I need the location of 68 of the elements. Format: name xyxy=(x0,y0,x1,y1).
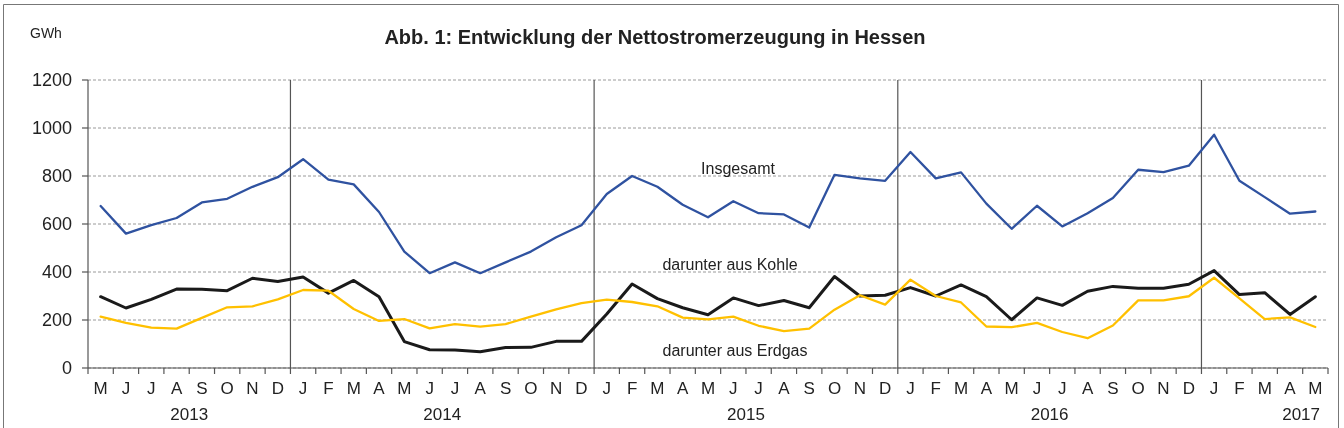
x-tick-label: A xyxy=(778,379,791,398)
x-tick-label: M xyxy=(953,379,969,398)
x-tick-label: N xyxy=(1157,379,1170,398)
x-tick-label: O xyxy=(524,379,538,398)
line-series xyxy=(99,133,1317,275)
x-tick-label: M xyxy=(700,379,716,398)
x-tick-label: M xyxy=(346,379,361,398)
x-tick-label: M xyxy=(93,379,108,398)
x-tick-label: A xyxy=(170,379,183,398)
y-tick-label: 1000 xyxy=(31,118,72,139)
x-tick-label: S xyxy=(196,379,208,398)
y-tick-label: 400 xyxy=(41,262,72,283)
text: 2013 xyxy=(170,405,209,424)
x-tick-label: A xyxy=(677,379,690,398)
y-axis-title: GWh xyxy=(30,25,62,41)
x-tick-label: J xyxy=(1209,379,1219,398)
x-tick-label: A xyxy=(1284,379,1297,398)
x-tick-label: A xyxy=(474,379,487,398)
text: Insgesamt xyxy=(701,159,776,177)
x-tick-label: D xyxy=(879,379,892,398)
x-tick-label: S xyxy=(499,379,512,398)
x-tick-label: F xyxy=(930,379,941,398)
x-tick-label: J xyxy=(1058,379,1067,398)
x-tick-label: J xyxy=(147,379,156,398)
x-tick-label: S xyxy=(803,379,815,398)
x-tick-label: J xyxy=(298,379,308,398)
x-tick-label: O xyxy=(1131,379,1145,398)
text: 2016 xyxy=(1030,405,1069,424)
x-tick-label: J xyxy=(754,379,763,398)
y-tick-label: 200 xyxy=(41,310,72,331)
x-tick-label: M xyxy=(1257,379,1272,398)
x-tick-label: M xyxy=(1308,379,1323,398)
x-tick-label: D xyxy=(271,379,284,398)
x-tick-label: M xyxy=(650,379,665,398)
x-tick-label: S xyxy=(1107,379,1119,398)
x-tick-label: N xyxy=(550,379,563,398)
x-tick-label: F xyxy=(1234,379,1245,398)
x-tick-label: J xyxy=(121,379,131,398)
text: 2017 xyxy=(1282,405,1320,424)
x-tick-label: M xyxy=(1004,379,1019,398)
x-tick-label: J xyxy=(1032,379,1042,398)
chart-title: Abb. 1: Entwicklung der Nettostromerzeugung in Hessen xyxy=(384,26,926,48)
y-tick-label: 800 xyxy=(41,166,72,187)
y-tick-label: 0 xyxy=(61,358,72,379)
line-series xyxy=(99,276,1317,340)
x-tick-label: F xyxy=(626,379,638,398)
x-tick-label: D xyxy=(575,379,588,398)
x-tick-label: J xyxy=(450,379,460,398)
x-tick-label: F xyxy=(323,379,334,398)
x-tick-label: J xyxy=(906,379,915,398)
x-tick-label: M xyxy=(397,379,412,398)
x-tick-label: A xyxy=(373,379,386,398)
series-label: darunter aus Erdgas xyxy=(662,341,808,359)
x-tick-label: A xyxy=(980,379,993,398)
y-tick-label: 1200 xyxy=(31,70,72,91)
x-tick-label: A xyxy=(1081,379,1094,398)
x-tick-label: D xyxy=(1182,379,1195,398)
x-tick-label: N xyxy=(853,379,866,398)
x-tick-label: J xyxy=(602,379,612,398)
text: 2015 xyxy=(727,405,765,424)
x-tick-label: O xyxy=(827,379,842,398)
y-tick-label: 600 xyxy=(41,214,72,235)
x-tick-label: J xyxy=(729,379,738,398)
x-tick-label: J xyxy=(425,379,434,398)
text: 2014 xyxy=(423,405,462,424)
x-tick-label: N xyxy=(246,379,259,398)
series-label: darunter aus Kohle xyxy=(662,255,798,273)
x-tick-label: O xyxy=(220,379,234,398)
